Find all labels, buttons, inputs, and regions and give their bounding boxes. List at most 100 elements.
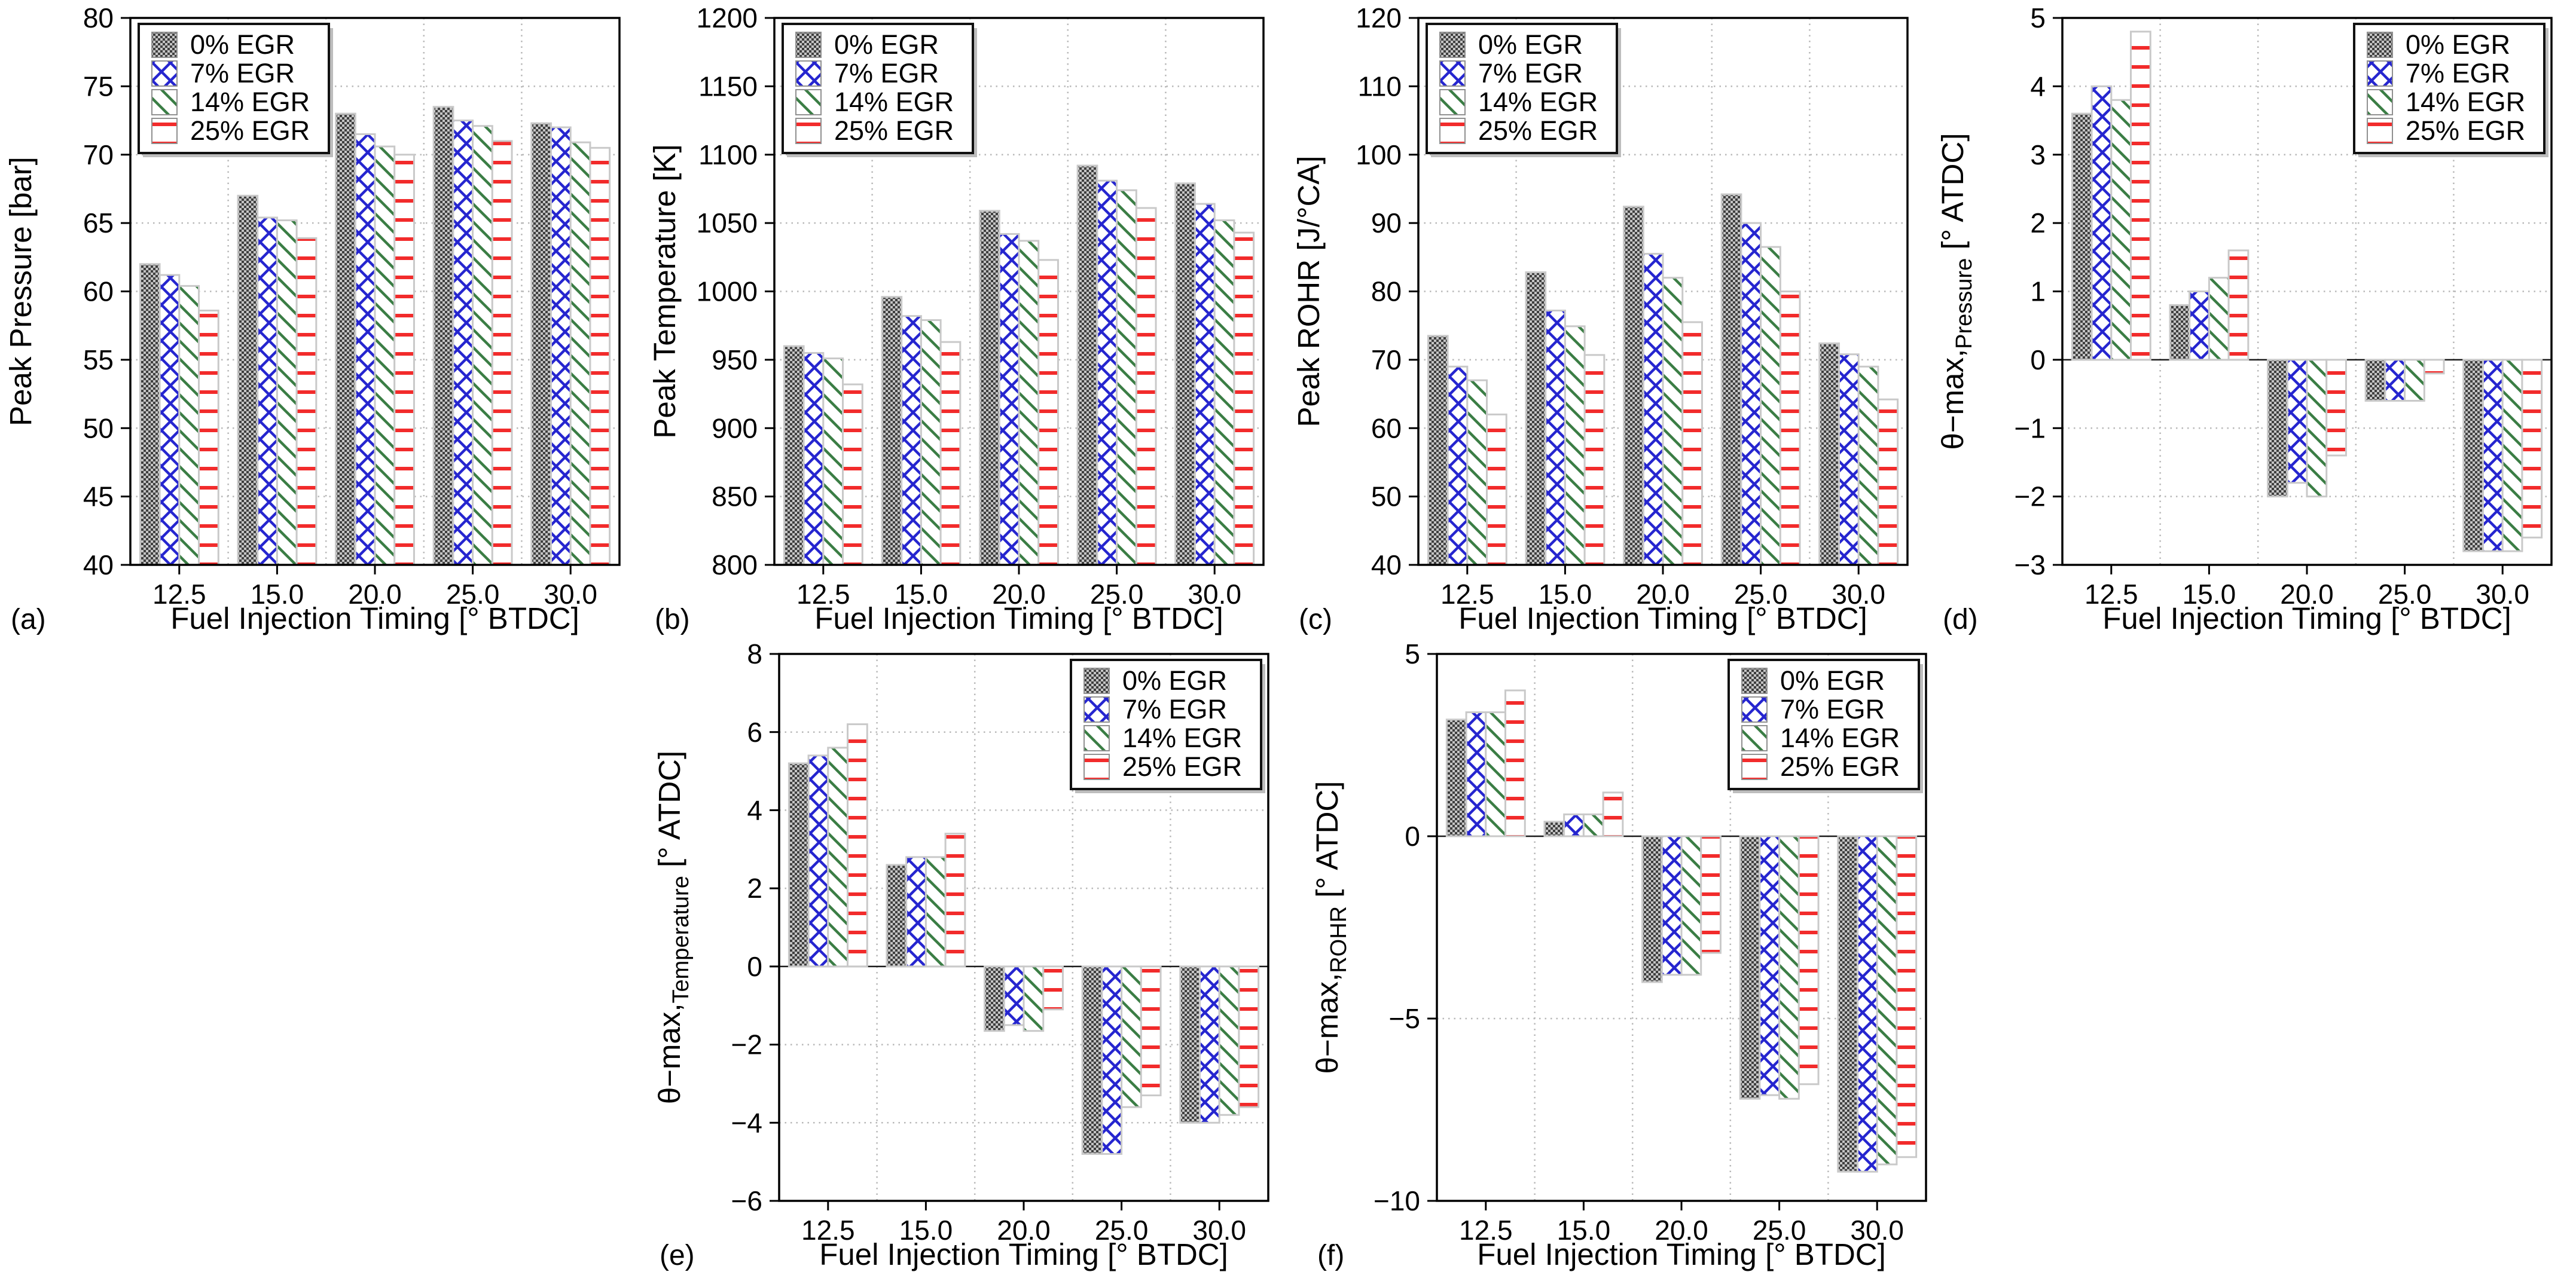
bar-14EGR-30.0 [1876, 835, 1898, 1166]
bar-0EGR-15.0 [2169, 304, 2191, 361]
bar-25EGR-12.5 [1504, 689, 1526, 837]
bar-0EGR-15.0 [1543, 821, 1565, 837]
legend-swatch-checker [1741, 668, 1768, 694]
bar-14EGR-15.0 [924, 856, 947, 968]
bar-7EGR-20.0 [354, 133, 376, 566]
bar-14EGR-30.0 [1218, 965, 1240, 1116]
legend-label: 0% EGR [1122, 665, 1227, 696]
bar-25EGR-25.0 [1779, 291, 1801, 566]
bar-0EGR-12.5 [139, 263, 161, 566]
x-tick-label: 12.5 [801, 1215, 855, 1246]
bar-14EGR-12.5 [1485, 711, 1507, 837]
legend-label: 25% EGR [2406, 115, 2525, 146]
legend-label: 25% EGR [1780, 751, 1900, 782]
legend-item-0EGR: 0% EGR [1439, 29, 1583, 60]
bar-7EGR-20.0 [1003, 965, 1025, 1026]
bar-25EGR-20.0 [1700, 835, 1722, 954]
bar-7EGR-12.5 [802, 351, 825, 566]
legend-label: 14% EGR [190, 87, 310, 117]
x-tick-label: 30.0 [1188, 579, 1241, 610]
bar-7EGR-20.0 [2286, 359, 2308, 484]
bar-0EGR-25.0 [2364, 359, 2386, 402]
bar-14EGR-30.0 [1857, 365, 1879, 566]
bar-7EGR-15.0 [257, 216, 278, 566]
y-tick-label: 60 [83, 276, 114, 307]
legend-swatch-horizontal [1741, 754, 1768, 780]
legend-swatch-checker [1439, 32, 1466, 58]
bar-0EGR-30.0 [1174, 182, 1196, 566]
x-tick-label: 20.0 [997, 1215, 1051, 1246]
legend-swatch-checker [795, 32, 822, 58]
bar-14EGR-25.0 [1760, 246, 1781, 566]
legend-item-0EGR: 0% EGR [1741, 665, 1885, 696]
bar-25EGR-15.0 [1602, 791, 1624, 837]
bar-0EGR-15.0 [1525, 271, 1547, 566]
legend-swatch-horizontal [151, 118, 178, 144]
x-tick-label: 25.0 [1734, 579, 1788, 610]
x-tick-label: 30.0 [1832, 579, 1885, 610]
bar-0EGR-20.0 [984, 965, 1005, 1032]
bar-0EGR-15.0 [881, 296, 903, 566]
bar-14EGR-25.0 [2404, 359, 2425, 402]
bar-25EGR-12.5 [198, 310, 219, 566]
bar-25EGR-15.0 [295, 237, 318, 566]
x-tick-label: 25.0 [1753, 1215, 1806, 1246]
y-axis-label: θ−max,Temperature [° ATDC] [652, 751, 694, 1104]
bar-25EGR-12.5 [847, 723, 868, 968]
x-axis-label: Fuel Injection Timing [° BTDC] [170, 601, 579, 635]
y-tick-label: 6 [747, 717, 762, 748]
y-tick-label: 100 [1356, 139, 1402, 170]
bar-0EGR-15.0 [237, 194, 259, 566]
bar-7EGR-30.0 [550, 126, 572, 566]
x-tick-label: 15.0 [2183, 579, 2236, 610]
bar-14EGR-25.0 [1116, 189, 1137, 566]
x-tick-label: 15.0 [1557, 1215, 1611, 1246]
bars [788, 723, 1260, 1155]
legend-item-7EGR: 7% EGR [151, 58, 295, 88]
legend-item-7EGR: 7% EGR [1083, 694, 1227, 724]
x-tick-label: 25.0 [2378, 579, 2432, 610]
x-tick-label: 12.5 [2084, 579, 2138, 610]
bar-25EGR-20.0 [1037, 259, 1059, 566]
legend-swatch-diagonal [1083, 725, 1110, 751]
bar-14EGR-12.5 [2110, 99, 2132, 361]
bar-25EGR-20.0 [393, 154, 415, 566]
y-tick-label: −3 [2015, 549, 2046, 580]
chart-c: 40 50 60 70 80 90 100 110 120 12.5 15.0 20.0 25.0 30.… [1292, 2, 1909, 635]
bar-25EGR-15.0 [944, 833, 966, 968]
x-tick-label: 20.0 [2280, 579, 2334, 610]
bar-25EGR-30.0 [2521, 359, 2543, 539]
legend-item-14EGR: 14% EGR [2367, 87, 2525, 117]
legend-label: 0% EGR [1780, 665, 1885, 696]
y-tick-label: 1150 [698, 71, 758, 102]
bar-25EGR-25.0 [491, 140, 513, 566]
bar-14EGR-20.0 [1662, 277, 1684, 566]
bar-0EGR-12.5 [788, 762, 810, 968]
legend-label: 0% EGR [190, 29, 295, 60]
legend-item-14EGR: 14% EGR [795, 87, 954, 117]
bar-14EGR-12.5 [1466, 379, 1488, 566]
x-tick-label: 20.0 [1636, 579, 1690, 610]
bar-0EGR-30.0 [1837, 835, 1858, 1173]
legend-label: 14% EGR [2406, 87, 2525, 117]
legend-swatch-crosshatch [1741, 696, 1768, 723]
bars [1427, 193, 1899, 566]
bar-25EGR-20.0 [1681, 321, 1703, 566]
y-tick-label: 40 [1371, 549, 1402, 580]
y-tick-label: −1 [2015, 412, 2046, 444]
y-tick-label: 65 [83, 207, 114, 239]
bar-7EGR-25.0 [452, 120, 474, 566]
y-tick-label: 110 [1358, 71, 1402, 102]
y-tick-label: 70 [1371, 344, 1402, 375]
legend-label: 7% EGR [1122, 694, 1227, 724]
x-tick-label: 15.0 [895, 579, 948, 610]
legend-item-14EGR: 14% EGR [1083, 723, 1242, 753]
y-tick-label: 5 [1405, 638, 1420, 669]
axis-ticks [1427, 653, 1878, 1210]
y-axis-label: Peak Temperature [K] [648, 144, 682, 438]
